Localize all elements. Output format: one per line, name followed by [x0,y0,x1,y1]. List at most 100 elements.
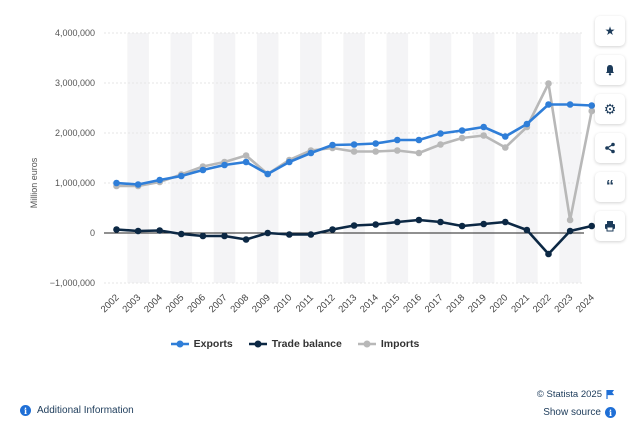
additional-information-link[interactable]: i Additional Information [20,405,134,416]
exports-point[interactable] [437,130,444,137]
exports-point[interactable] [480,123,488,131]
legend-trade-balance-marker [248,340,267,348]
y-tick-label: 1,000,000 [55,178,95,188]
trade-balance-point[interactable] [221,232,228,240]
series-exports [113,101,595,188]
exports-point[interactable] [264,170,272,178]
trade-balance-point[interactable] [394,218,401,226]
alternating-year-bands [127,33,581,283]
x-tick-label: 2018 [444,292,467,315]
legend-item-imports[interactable]: Imports [357,338,419,350]
trade-balance-point[interactable] [113,226,120,233]
imports-point[interactable] [480,132,488,139]
y-tick-label: 3,000,000 [55,78,95,88]
trade-balance-point[interactable] [480,220,488,228]
imports-point[interactable] [588,107,595,115]
imports-point[interactable] [415,149,423,157]
imports-point[interactable] [566,216,574,224]
series-trade-balance [113,216,595,258]
trade-balance-point[interactable] [156,227,163,234]
exports-point[interactable] [458,127,466,134]
imports-point[interactable] [350,148,358,155]
exports-point[interactable] [394,136,401,144]
x-tick-label: 2024 [574,292,597,315]
exports-point[interactable] [221,161,228,169]
legend-item-trade-balance[interactable]: Trade balance [248,338,342,350]
x-tick-label: 2020 [488,292,511,315]
additional-information-label: Additional Information [37,405,134,416]
imports-point[interactable] [394,147,401,154]
gear-icon: ⚙ [603,100,617,117]
notification-button[interactable] [595,55,625,85]
print-icon [605,221,615,232]
trade-balance-point[interactable] [134,227,142,235]
exports-point[interactable] [415,136,423,144]
trade-balance-point[interactable] [372,221,380,228]
trade-balance-point[interactable] [350,222,358,229]
x-tick-label: 2012 [315,292,338,315]
trade-balance-point[interactable] [545,250,552,258]
legend-exports-marker [170,340,189,348]
trade-balance-point[interactable] [566,227,574,235]
chart-toolbar: ★ ⚙ “ [595,16,625,241]
trade-balance-point[interactable] [588,222,595,230]
year-band [429,33,452,283]
exports-point[interactable] [588,102,595,109]
exports-point[interactable] [372,140,380,147]
trade-balance-point[interactable] [307,231,315,238]
exports-point[interactable] [307,149,315,157]
share-button[interactable] [595,133,625,163]
trade-balance-point[interactable] [178,230,185,238]
imports-point[interactable] [242,152,250,159]
star-icon: ★ [604,24,616,38]
info-icon: i [605,407,616,418]
x-tick-label: 2014 [358,292,381,315]
exports-point[interactable] [156,176,163,184]
favorite-button[interactable]: ★ [595,16,625,46]
exports-point[interactable] [286,158,293,166]
trade-balance-point[interactable] [415,216,423,224]
exports-point[interactable] [134,181,142,188]
imports-point[interactable] [502,144,509,151]
exports-point[interactable] [502,133,509,140]
x-tick-label: 2010 [272,292,295,315]
print-button[interactable] [595,211,625,241]
trade-balance-point[interactable] [199,232,207,240]
info-icon: i [20,405,31,416]
imports-point[interactable] [437,141,444,148]
x-tick-label: 2004 [142,292,165,315]
trade-balance-point[interactable] [329,226,336,233]
trade-balance-point[interactable] [458,222,466,230]
imports-point[interactable] [458,134,466,142]
x-tick-label: 2023 [552,292,575,315]
exports-point[interactable] [350,141,358,148]
imports-point[interactable] [372,148,380,155]
trade-balance-point[interactable] [523,226,531,234]
exports-point[interactable] [545,101,552,108]
x-tick-label: 2009 [250,292,273,315]
exports-point[interactable] [329,141,336,149]
trade-balance-point[interactable] [502,218,509,226]
show-source-link[interactable]: Show source i [543,407,616,418]
legend-item-exports[interactable]: Exports [170,338,233,350]
x-tick-label: 2017 [423,292,446,315]
exports-point[interactable] [178,172,185,180]
exports-point[interactable] [199,166,207,174]
exports-point[interactable] [566,101,574,108]
statista-credit[interactable]: © Statista 2025 [537,389,614,400]
x-tick-label: 2013 [336,292,359,315]
trade-balance-point[interactable] [437,218,444,226]
settings-button[interactable]: ⚙ [595,94,625,124]
trade-balance-point[interactable] [286,231,293,238]
year-band [300,33,322,283]
exports-point[interactable] [242,158,250,166]
cite-button[interactable]: “ [595,172,625,202]
show-source-label: Show source [543,407,601,418]
y-axis-title: Million euros [29,157,39,209]
trade-balance-point[interactable] [264,229,272,237]
trade-balance-point[interactable] [242,236,250,243]
exports-point[interactable] [113,179,120,187]
credit-text: © Statista 2025 [536,389,602,400]
exports-point[interactable] [523,120,531,128]
imports-point[interactable] [545,80,552,87]
